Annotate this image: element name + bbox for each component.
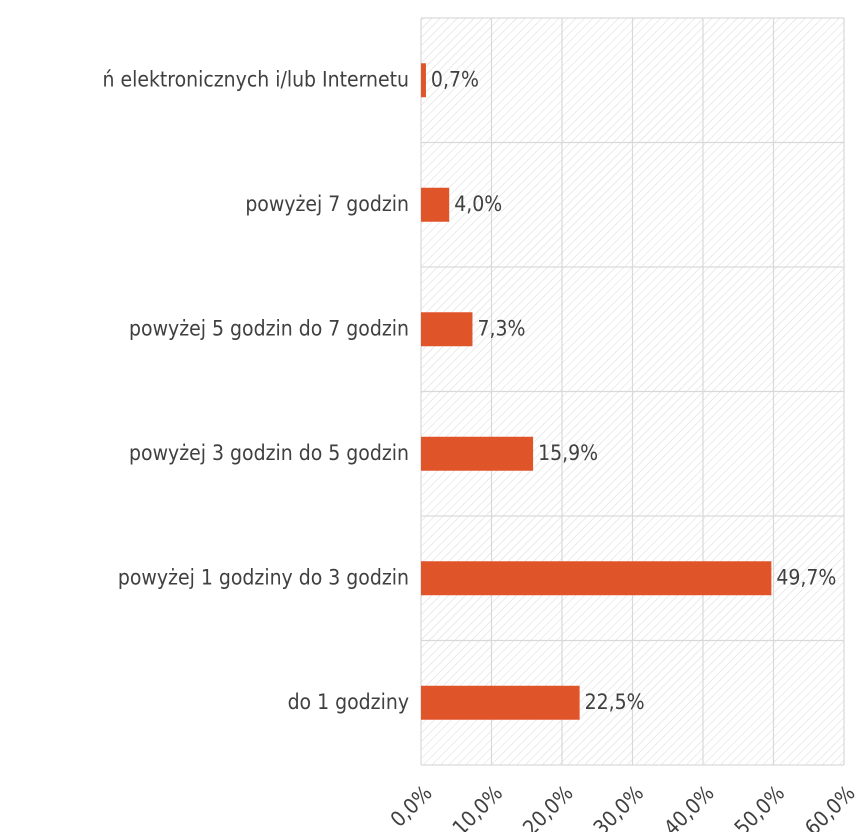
bar (421, 561, 772, 596)
x-tick-label: 0,0% (386, 781, 437, 832)
x-tick-label: 10,0% (448, 781, 507, 832)
x-tick-label: 20,0% (518, 781, 577, 832)
data-label: 49,7% (776, 565, 836, 589)
data-label: 22,5% (585, 690, 645, 714)
x-tick-label: 50,0% (730, 781, 789, 832)
bar (421, 436, 534, 471)
y-tick-label: do 1 godziny (288, 690, 409, 714)
bar (421, 312, 473, 347)
y-tick-label: powyżej 3 godzin do 5 godzin (129, 441, 409, 465)
x-tick-label: 40,0% (659, 781, 718, 832)
x-tick-label: 30,0% (589, 781, 648, 832)
data-label: 15,9% (538, 441, 598, 465)
data-label: 4,0% (454, 192, 502, 216)
bar (421, 685, 580, 720)
y-tick-label: powyżej 1 godziny do 3 godzin (118, 565, 409, 589)
x-tick-label: 60,0% (800, 781, 856, 832)
y-tick-label: ń elektronicznych i/lub Internetu (102, 67, 409, 91)
y-tick-label: powyżej 5 godzin do 7 godzin (129, 316, 409, 340)
data-label: 0,7% (431, 67, 479, 91)
bar (421, 63, 426, 98)
data-label: 7,3% (477, 316, 525, 340)
y-tick-label: powyżej 7 godzin (245, 192, 409, 216)
bar (421, 187, 450, 222)
